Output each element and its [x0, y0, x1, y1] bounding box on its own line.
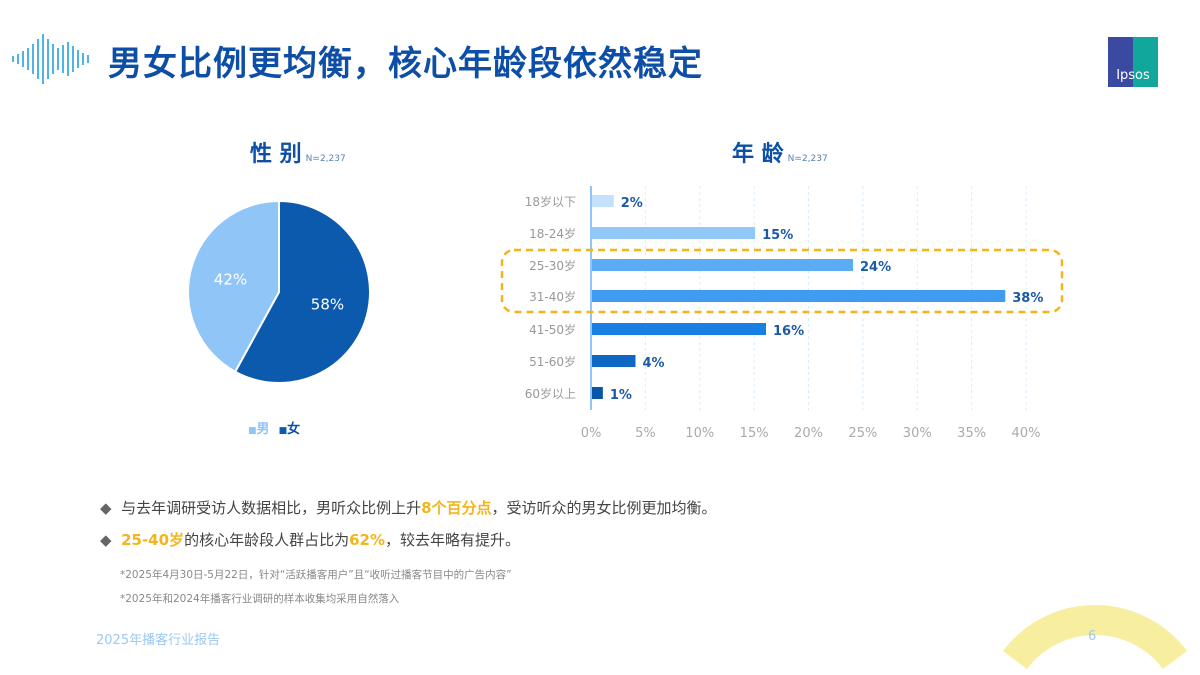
wave-bar [47, 39, 49, 79]
pie-legend: ■男 ■女 [248, 418, 300, 437]
wave-bar [27, 48, 29, 70]
category-label: 60岁以上 [525, 386, 576, 401]
footnote-2: *2025年和2024年播客行业调研的样本收集均采用自然落入 [120, 593, 400, 605]
wave-bar [87, 55, 89, 63]
x-tick-label: 30% [903, 426, 932, 441]
wave-bar [52, 44, 54, 74]
bar [592, 290, 1006, 302]
bullet-2: ◆ 25-40岁的核心年龄段人群占比为62%，较去年略有提升。 [100, 531, 520, 549]
page-title: 男女比例更均衡，核心年龄段依然稳定 [108, 44, 703, 84]
wave-bar [77, 50, 79, 68]
bar-value-label: 15% [762, 228, 793, 243]
x-tick-label: 15% [740, 426, 769, 441]
x-tick-label: 0% [581, 426, 602, 441]
x-tick-label: 10% [685, 426, 714, 441]
page-number: 6 [1088, 629, 1097, 644]
x-tick-label: 25% [848, 426, 877, 441]
wave-bar [67, 42, 69, 76]
wave-bar [62, 45, 64, 73]
pie-label: 58% [311, 295, 344, 313]
pie-title-block: 性 别 N=2,237 [250, 136, 346, 168]
logo-text: Ipsos [1116, 68, 1150, 83]
bar-value-label: 16% [773, 324, 804, 339]
bar [592, 387, 603, 399]
bullet-diamond-icon: ◆ [100, 499, 122, 517]
legend-swatch-male: ■ [248, 426, 257, 436]
x-tick-label: 5% [635, 426, 656, 441]
category-label: 25-30岁 [529, 258, 576, 273]
pie-sample-note: N=2,237 [305, 154, 346, 164]
bar [592, 195, 614, 207]
bar [592, 227, 756, 239]
legend-label-female: 女 [287, 422, 301, 437]
soundwave-icon [12, 34, 89, 84]
pie-slice [187, 199, 280, 374]
wave-bar [72, 46, 74, 72]
wave-bar [42, 34, 44, 84]
category-label: 31-40岁 [529, 289, 576, 304]
bar [592, 323, 766, 335]
pie-label: 42% [214, 271, 247, 289]
bar-value-label: 4% [643, 356, 665, 371]
wave-bar [12, 56, 14, 62]
wave-bar [57, 48, 59, 70]
pie-title: 性 别 [250, 142, 302, 167]
footer-text: 2025年播客行业报告 [96, 633, 221, 648]
bar [592, 259, 853, 271]
wave-bar [17, 54, 19, 64]
highlight-box [500, 248, 1064, 314]
wave-bar [82, 53, 84, 65]
x-tick-label: 40% [1012, 426, 1041, 441]
x-tick-label: 20% [794, 426, 823, 441]
bullet-diamond-icon: ◆ [100, 531, 122, 549]
footnote-1: *2025年4月30日-5月22日，针对“活跃播客用户”且“收听过播客节目中的广… [120, 569, 512, 581]
ipsos-logo: Ipsos [1108, 37, 1158, 87]
x-tick-label: 35% [957, 426, 986, 441]
bar-title: 年 龄 [732, 142, 784, 167]
category-label: 51-60岁 [529, 354, 576, 369]
wave-bar [22, 51, 24, 67]
bar-sample-note: N=2,237 [787, 154, 828, 164]
bar [592, 355, 636, 367]
wave-bar [32, 44, 34, 74]
bar-value-label: 24% [860, 260, 891, 275]
bar-title-block: 年 龄 N=2,237 [732, 136, 828, 168]
category-label: 18岁以下 [525, 194, 576, 209]
bar-value-label: 1% [610, 388, 632, 403]
category-label: 18-24岁 [529, 226, 576, 241]
legend-swatch-female: ■ [278, 426, 288, 436]
bar-value-label: 38% [1012, 291, 1043, 306]
bullet-1: ◆ 与去年调研受访人数据相比，男听众比例上升8个百分点，受访听众的男女比例更加均… [100, 499, 717, 517]
pie-slice [233, 199, 371, 384]
legend-label-male: 男 [256, 422, 270, 437]
category-label: 41-50岁 [529, 322, 576, 337]
bar-value-label: 2% [621, 196, 643, 211]
wave-bar [37, 39, 39, 79]
decorative-arc [1003, 605, 1187, 670]
